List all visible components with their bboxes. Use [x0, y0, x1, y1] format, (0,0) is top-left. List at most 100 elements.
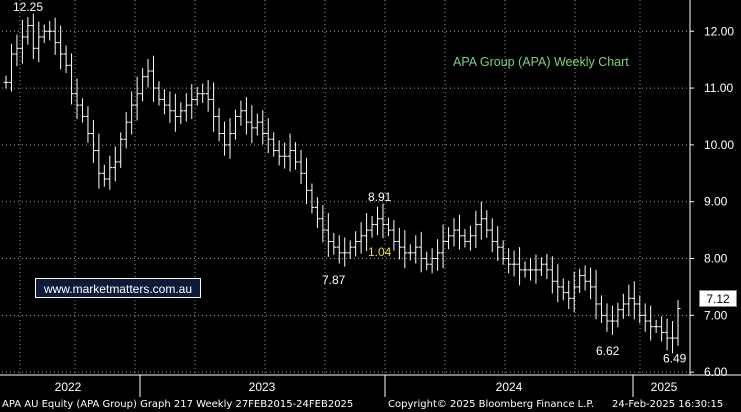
ohlc-bar: [418, 231, 424, 273]
ohlc-bar: [183, 93, 189, 122]
y-tick-label: 12.00: [704, 24, 734, 38]
ohlc-bar: [626, 284, 632, 317]
watermark-url: www.marketmatters.com.au: [35, 278, 201, 298]
annotation-label: 6.62: [596, 344, 620, 358]
ohlc-bar: [63, 45, 69, 74]
ohlc-bar: [216, 107, 222, 142]
footer-bar: APA AU Equity (APA Group) Graph 217 Week…: [0, 397, 741, 412]
ohlc-bar: [282, 142, 288, 169]
ohlc-bar: [478, 201, 484, 240]
ohlc-bar: [511, 250, 517, 277]
y-tick-label: 7.00: [704, 308, 728, 322]
ohlc-bar: [571, 271, 577, 313]
ohlc-bar: [462, 228, 468, 248]
ohlc-bar: [588, 267, 594, 300]
ohlc-bar: [140, 68, 146, 102]
ohlc-bar: [107, 155, 113, 190]
annotation-label: 6.49: [663, 351, 687, 365]
ohlc-bar: [342, 237, 348, 267]
ohlc-bar: [260, 110, 266, 145]
ohlc-bar: [675, 300, 681, 346]
ohlc-bar: [90, 119, 96, 163]
ohlc-bar: [659, 316, 665, 342]
ohlc-bars: [3, 13, 681, 354]
ohlc-bar: [298, 150, 304, 185]
ohlc-bar: [364, 213, 370, 252]
ohlc-bar: [489, 218, 495, 253]
ohlc-bar: [517, 247, 523, 286]
ohlc-bar: [396, 227, 402, 260]
y-tick-label: 10.00: [704, 138, 734, 152]
year-label: 2022: [55, 380, 82, 394]
ohlc-bar: [145, 59, 151, 88]
ohlc-bar: [309, 183, 315, 214]
ohlc-bar: [500, 240, 506, 265]
ohlc-bar: [533, 254, 539, 284]
ohlc-bar: [36, 21, 42, 63]
ohlc-bar: [451, 218, 457, 247]
ohlc-bar: [47, 21, 53, 41]
ohlc-bar: [435, 239, 441, 271]
ohlc-bar: [232, 109, 238, 140]
ohlc-bar: [593, 269, 599, 320]
ohlc-bar: [609, 305, 615, 335]
ohlc-bar: [544, 253, 550, 280]
ohlc-bar: [243, 97, 249, 135]
ohlc-bar: [336, 235, 342, 264]
year-label: 2023: [249, 380, 276, 394]
last-price-badge: 7.12: [699, 290, 737, 307]
year-label: 2024: [496, 380, 523, 394]
ohlc-bar: [96, 133, 102, 189]
ohlc-bar: [129, 91, 135, 135]
ohlc-bar: [293, 142, 299, 170]
ohlc-bar: [112, 146, 118, 182]
ohlc-bar: [123, 111, 129, 149]
annotation-label: 7.87: [322, 273, 346, 287]
ohlc-bar: [14, 34, 20, 67]
ohlc-bar: [161, 89, 167, 115]
footer-security-info: APA AU Equity (APA Group) Graph 217 Week…: [2, 399, 354, 410]
ohlc-bar: [648, 305, 654, 341]
annotation-label: 8.91: [368, 190, 392, 204]
ohlc-bar: [205, 80, 211, 112]
year-label: 2025: [651, 380, 678, 394]
ohlc-bar: [167, 91, 173, 124]
annotations: 12.25 8.91 7.87 6.62 6.49: [13, 0, 687, 365]
ohlc-bar: [413, 235, 419, 264]
ohlc-bar: [320, 205, 326, 243]
ohlc-bar: [222, 121, 228, 156]
ohlc-bar: [369, 215, 375, 238]
ohlc-bar: [178, 102, 184, 125]
ohlc-bar: [69, 53, 75, 105]
ohlc-bar: [331, 232, 337, 255]
ohlc-bar: [249, 105, 255, 144]
ohlc-bar: [276, 140, 282, 166]
chart-title: APA Group (APA) Weekly Chart: [453, 55, 629, 69]
ohlc-bar: [440, 224, 446, 269]
ohlc-bar: [375, 206, 381, 236]
ohlc-bar: [566, 280, 572, 310]
ohlc-bar: [555, 264, 561, 303]
ohlc-bar: [303, 157, 309, 205]
annotation-label: 12.25: [13, 0, 43, 14]
ohlc-bar: [506, 248, 512, 274]
ohlc-bar: [151, 55, 157, 102]
ohlc-bar: [101, 164, 107, 187]
ohlc-bar: [467, 225, 473, 251]
ohlc-bar: [446, 227, 452, 250]
ohlc-bar: [473, 210, 479, 249]
ohlc-bar: [325, 213, 331, 257]
ohlc-bar: [604, 303, 610, 332]
ohlc-bar: [156, 81, 162, 106]
ohlc-bar: [670, 321, 676, 354]
ohlc-bar: [560, 278, 566, 301]
ohlc-bar: [118, 132, 124, 169]
ohlc-bar: [19, 19, 25, 64]
ohlc-bar: [642, 303, 648, 332]
ohlc-bar: [538, 257, 544, 277]
ohlc-bar: [631, 281, 637, 320]
y-tick-label: 6.00: [704, 365, 728, 379]
y-tick-label: 9.00: [704, 195, 728, 209]
ohlc-bar: [314, 197, 320, 228]
